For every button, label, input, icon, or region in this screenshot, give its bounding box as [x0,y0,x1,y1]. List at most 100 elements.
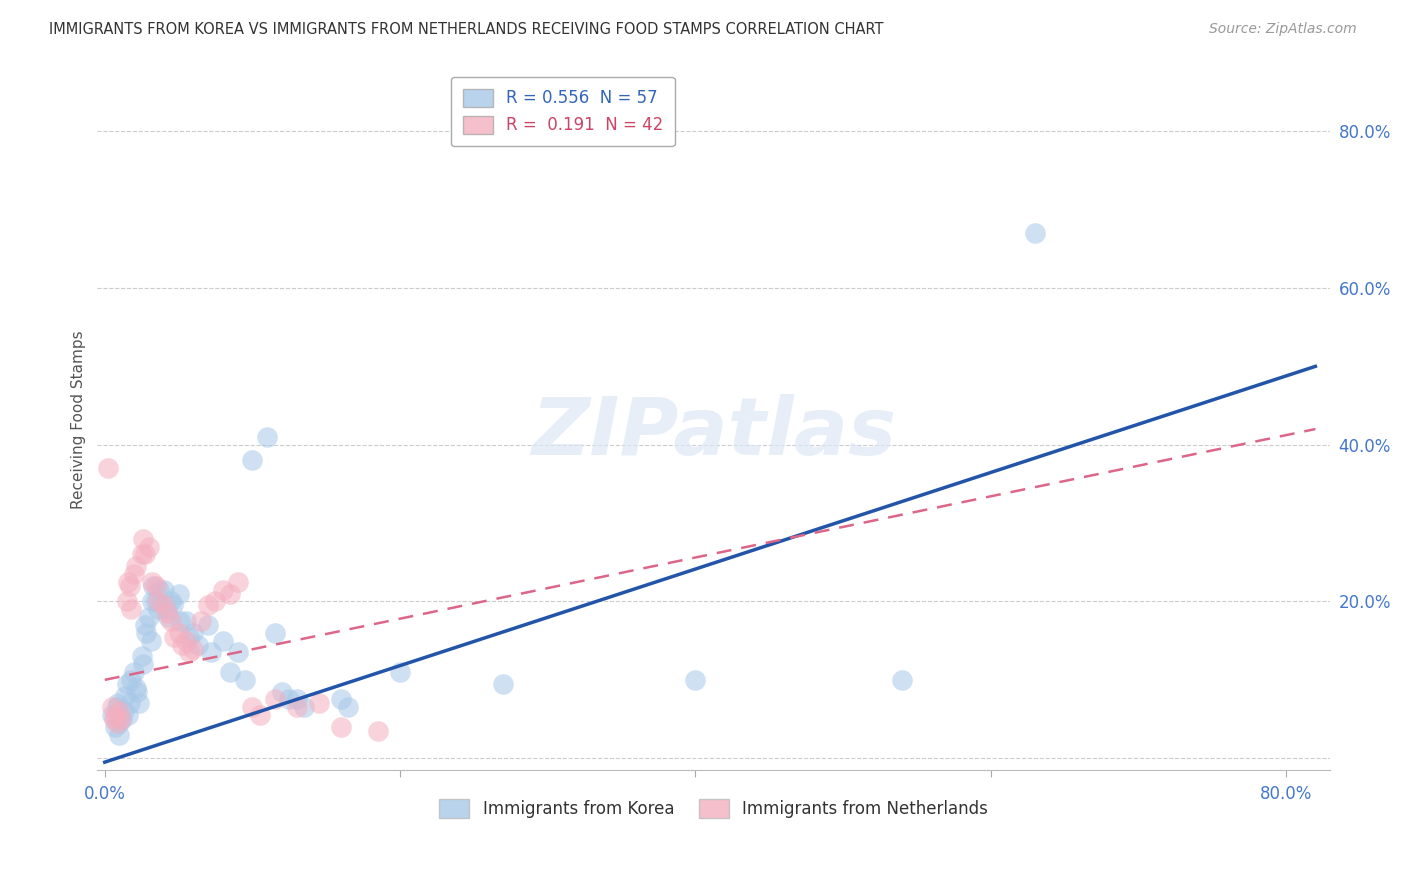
Point [103,712,125,726]
Legend: Immigrants from Korea, Immigrants from Netherlands: Immigrants from Korea, Immigrants from N… [433,793,995,825]
Point [197,599,219,613]
Point [132,657,155,672]
Point [111,712,134,726]
Point [233,673,256,687]
Point [211,582,233,597]
Text: ZIPatlas: ZIPatlas [531,394,896,472]
Point [131,649,153,664]
Point [337,700,360,714]
Point [181,625,204,640]
Point [146,602,169,616]
Point [134,618,156,632]
Point [367,723,389,738]
Point [101,700,124,714]
Y-axis label: Receiving Food Stamps: Receiving Food Stamps [72,330,86,508]
Point [492,677,515,691]
Point [167,587,190,601]
Point [107,697,129,711]
Point [141,594,163,608]
Point [200,645,222,659]
Point [146,594,169,608]
Text: IMMIGRANTS FROM KOREA VS IMMIGRANTS FROM NETHERLANDS RECEIVING FOOD STAMPS CORRE: IMMIGRANTS FROM KOREA VS IMMIGRANTS FROM… [49,22,884,37]
Point [125,559,148,574]
Point [177,645,200,659]
Point [330,720,353,734]
Point [122,567,145,582]
Point [219,665,242,679]
Point [115,594,138,608]
Point [156,602,179,616]
Point [156,606,179,620]
Point [263,692,285,706]
Point [162,599,184,613]
Point [685,673,707,687]
Point [145,579,167,593]
Text: Source: ZipAtlas.com: Source: ZipAtlas.com [1209,22,1357,37]
Point [190,614,212,628]
Point [120,602,142,616]
Point [141,574,163,589]
Point [97,461,120,475]
Point [114,689,136,703]
Point [118,579,141,593]
Point [330,692,353,706]
Point [240,453,263,467]
Point [115,677,138,691]
Point [181,641,204,656]
Point [117,574,139,589]
Point [278,692,301,706]
Point [263,625,285,640]
Point [256,430,278,444]
Point [105,716,128,731]
Point [226,645,249,659]
Point [108,716,131,731]
Point [110,712,132,726]
Point [389,665,412,679]
Point [138,540,160,554]
Point [249,708,271,723]
Point [204,594,226,608]
Point [174,614,197,628]
Point [127,684,149,698]
Point [152,599,174,613]
Point [139,633,162,648]
Point [131,548,153,562]
Point [101,708,124,723]
Point [120,673,142,687]
Point [292,700,315,714]
Point [134,548,156,562]
Point [187,638,209,652]
Point [104,720,127,734]
Point [148,582,170,597]
Point [174,633,197,648]
Point [240,700,263,714]
Point [169,614,191,628]
Point [197,618,219,632]
Point [160,594,183,608]
Point [112,704,135,718]
Point [271,684,294,698]
Point [108,704,131,718]
Point [226,574,249,589]
Point [170,638,193,652]
Point [891,673,914,687]
Point [145,594,167,608]
Point [128,697,150,711]
Point [125,681,148,695]
Point [122,665,145,679]
Point [167,625,190,640]
Point [138,610,160,624]
Point [1024,226,1046,240]
Point [117,708,139,723]
Point [308,697,330,711]
Point [160,614,183,628]
Point [211,633,233,648]
Point [219,587,242,601]
Point [142,579,165,593]
Point [285,700,308,714]
Point [132,532,155,546]
Point [105,700,128,714]
Point [163,630,186,644]
Point [135,625,157,640]
Point [152,582,174,597]
